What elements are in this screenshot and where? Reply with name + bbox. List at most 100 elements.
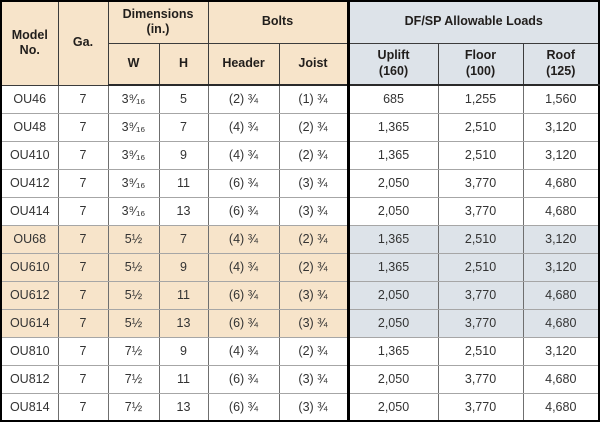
table-row: OU412 7 3⁹⁄₁₆ 11 (6) ¾ (3) ¾ 2,050 3,770… xyxy=(0,168,600,198)
cell-bolts-header: (6) ¾ xyxy=(207,280,280,310)
cell-ga: 7 xyxy=(57,196,109,226)
cell-uplift: 2,050 xyxy=(346,392,439,422)
cell-h: 9 xyxy=(158,140,209,170)
cell-uplift: 1,365 xyxy=(346,112,439,142)
header-bolts-joist: Joist xyxy=(278,42,349,86)
cell-uplift: 2,050 xyxy=(346,168,439,198)
cell-roof: 3,120 xyxy=(522,252,600,282)
header-bolts-header: Header xyxy=(207,42,280,86)
table-row: OU812 7 7½ 11 (6) ¾ (3) ¾ 2,050 3,770 4,… xyxy=(0,364,600,394)
cell-floor: 2,510 xyxy=(437,112,524,142)
cell-h: 13 xyxy=(158,392,209,422)
cell-model: OU414 xyxy=(0,196,59,226)
cell-model: OU614 xyxy=(0,308,59,338)
cell-model: OU68 xyxy=(0,224,59,254)
table-body: OU46 7 3⁹⁄₁₆ 5 (2) ¾ (1) ¾ 685 1,255 1,5… xyxy=(0,84,600,422)
cell-floor: 2,510 xyxy=(437,224,524,254)
cell-h: 7 xyxy=(158,112,209,142)
header-floor: Floor (100) xyxy=(437,42,524,86)
cell-model: OU814 xyxy=(0,392,59,422)
cell-bolts-joist: (2) ¾ xyxy=(278,252,349,282)
cell-model: OU610 xyxy=(0,252,59,282)
cell-roof: 1,560 xyxy=(522,84,600,114)
cell-floor: 3,770 xyxy=(437,308,524,338)
cell-floor: 3,770 xyxy=(437,196,524,226)
cell-floor: 3,770 xyxy=(437,392,524,422)
cell-h: 9 xyxy=(158,336,209,366)
cell-ga: 7 xyxy=(57,168,109,198)
table-row: OU68 7 5½ 7 (4) ¾ (2) ¾ 1,365 2,510 3,12… xyxy=(0,224,600,254)
cell-uplift: 685 xyxy=(346,84,439,114)
cell-w: 7½ xyxy=(107,364,160,394)
cell-h: 11 xyxy=(158,168,209,198)
cell-floor: 2,510 xyxy=(437,336,524,366)
cell-h: 13 xyxy=(158,196,209,226)
cell-w: 7½ xyxy=(107,392,160,422)
cell-bolts-header: (6) ¾ xyxy=(207,364,280,394)
cell-ga: 7 xyxy=(57,364,109,394)
cell-roof: 3,120 xyxy=(522,140,600,170)
cell-bolts-header: (4) ¾ xyxy=(207,224,280,254)
cell-floor: 3,770 xyxy=(437,364,524,394)
cell-roof: 3,120 xyxy=(522,336,600,366)
cell-w: 3⁹⁄₁₆ xyxy=(107,84,160,114)
table-header: Model No. Ga. Dimensions (in.) Bolts DF/… xyxy=(0,0,600,86)
cell-roof: 4,680 xyxy=(522,168,600,198)
cell-bolts-header: (4) ¾ xyxy=(207,336,280,366)
header-bolts-group: Bolts xyxy=(207,0,349,44)
cell-uplift: 2,050 xyxy=(346,364,439,394)
cell-bolts-header: (6) ¾ xyxy=(207,196,280,226)
cell-uplift: 2,050 xyxy=(346,280,439,310)
cell-floor: 2,510 xyxy=(437,252,524,282)
cell-w: 3⁹⁄₁₆ xyxy=(107,140,160,170)
cell-w: 3⁹⁄₁₆ xyxy=(107,112,160,142)
cell-uplift: 2,050 xyxy=(346,196,439,226)
cell-model: OU46 xyxy=(0,84,59,114)
cell-ga: 7 xyxy=(57,280,109,310)
cell-roof: 4,680 xyxy=(522,196,600,226)
header-w: W xyxy=(107,42,160,86)
cell-bolts-joist: (3) ¾ xyxy=(278,392,349,422)
header-h: H xyxy=(158,42,209,86)
cell-w: 5½ xyxy=(107,252,160,282)
table-row: OU814 7 7½ 13 (6) ¾ (3) ¾ 2,050 3,770 4,… xyxy=(0,392,600,422)
cell-bolts-joist: (2) ¾ xyxy=(278,112,349,142)
cell-bolts-header: (4) ¾ xyxy=(207,252,280,282)
cell-ga: 7 xyxy=(57,336,109,366)
cell-ga: 7 xyxy=(57,252,109,282)
cell-ga: 7 xyxy=(57,392,109,422)
cell-roof: 4,680 xyxy=(522,280,600,310)
cell-uplift: 1,365 xyxy=(346,140,439,170)
cell-model: OU612 xyxy=(0,280,59,310)
cell-floor: 3,770 xyxy=(437,168,524,198)
cell-bolts-joist: (3) ¾ xyxy=(278,308,349,338)
cell-w: 3⁹⁄₁₆ xyxy=(107,168,160,198)
table-row: OU414 7 3⁹⁄₁₆ 13 (6) ¾ (3) ¾ 2,050 3,770… xyxy=(0,196,600,226)
table-row: OU810 7 7½ 9 (4) ¾ (2) ¾ 1,365 2,510 3,1… xyxy=(0,336,600,366)
cell-w: 5½ xyxy=(107,280,160,310)
cell-w: 5½ xyxy=(107,308,160,338)
table-row: OU46 7 3⁹⁄₁₆ 5 (2) ¾ (1) ¾ 685 1,255 1,5… xyxy=(0,84,600,114)
cell-ga: 7 xyxy=(57,308,109,338)
cell-h: 11 xyxy=(158,280,209,310)
cell-ga: 7 xyxy=(57,112,109,142)
cell-floor: 1,255 xyxy=(437,84,524,114)
table-row: OU612 7 5½ 11 (6) ¾ (3) ¾ 2,050 3,770 4,… xyxy=(0,280,600,310)
cell-model: OU812 xyxy=(0,364,59,394)
cell-floor: 3,770 xyxy=(437,280,524,310)
cell-roof: 4,680 xyxy=(522,392,600,422)
cell-bolts-joist: (1) ¾ xyxy=(278,84,349,114)
cell-bolts-joist: (2) ¾ xyxy=(278,224,349,254)
cell-ga: 7 xyxy=(57,84,109,114)
cell-h: 13 xyxy=(158,308,209,338)
cell-bolts-header: (2) ¾ xyxy=(207,84,280,114)
cell-uplift: 1,365 xyxy=(346,252,439,282)
cell-h: 11 xyxy=(158,364,209,394)
header-uplift: Uplift (160) xyxy=(346,42,439,86)
cell-uplift: 2,050 xyxy=(346,308,439,338)
cell-ga: 7 xyxy=(57,224,109,254)
cell-ga: 7 xyxy=(57,140,109,170)
cell-roof: 3,120 xyxy=(522,224,600,254)
cell-h: 9 xyxy=(158,252,209,282)
